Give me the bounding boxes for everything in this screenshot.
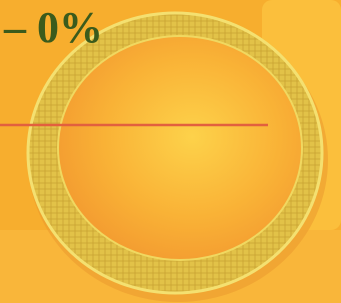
scene: – 0%	[0, 0, 341, 303]
page: – 0% (() => { const data = JSON.parse(do…	[0, 0, 341, 303]
ring-inner	[58, 36, 302, 260]
percent-text: – 0%	[3, 3, 103, 52]
